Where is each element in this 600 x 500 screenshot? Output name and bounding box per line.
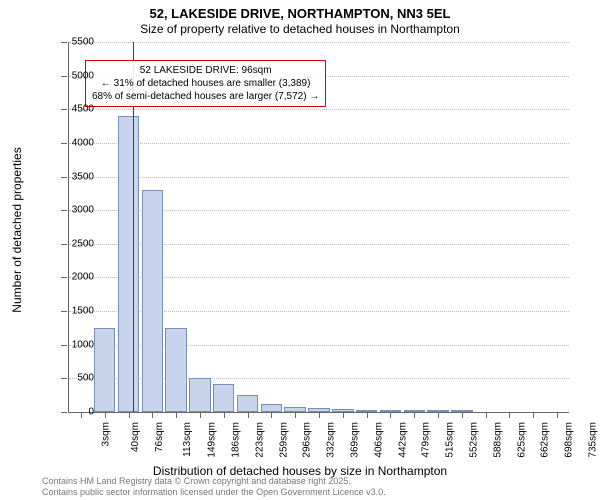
- y-tick-label: 0: [44, 407, 94, 418]
- chart-container: 52, LAKESIDE DRIVE, NORTHAMPTON, NN3 5EL…: [0, 0, 600, 500]
- chart-title-main: 52, LAKESIDE DRIVE, NORTHAMPTON, NN3 5EL: [0, 6, 600, 21]
- x-tick-label: 662sqm: [540, 422, 551, 458]
- x-tick: [509, 412, 510, 418]
- x-tick: [271, 412, 272, 418]
- annotation-line-3: 68% of semi-detached houses are larger (…: [92, 91, 319, 102]
- x-tick: [533, 412, 534, 418]
- x-tick: [319, 412, 320, 418]
- chart-title-sub: Size of property relative to detached ho…: [0, 22, 600, 36]
- x-tick-label: 588sqm: [492, 422, 503, 458]
- x-tick-label: 149sqm: [207, 422, 218, 458]
- y-tick-label: 4500: [44, 104, 94, 115]
- x-tick-label: 369sqm: [350, 422, 361, 458]
- x-tick: [462, 412, 463, 418]
- x-tick: [438, 412, 439, 418]
- x-tick-label: 442sqm: [397, 422, 408, 458]
- x-tick: [248, 412, 249, 418]
- y-tick-label: 1000: [44, 339, 94, 350]
- x-tick-label: 113sqm: [182, 422, 193, 457]
- x-tick: [176, 412, 177, 418]
- grid-line: [69, 42, 569, 43]
- x-tick-label: 625sqm: [516, 422, 527, 458]
- x-tick: [129, 412, 130, 418]
- y-tick-label: 2500: [44, 238, 94, 249]
- grid-line: [69, 177, 569, 178]
- annotation-line-2: ← 31% of detached houses are smaller (3,…: [101, 78, 311, 89]
- x-tick: [105, 412, 106, 418]
- histogram-bar: [189, 378, 210, 412]
- x-tick-label: 406sqm: [373, 422, 384, 458]
- plot-area: 52 LAKESIDE DRIVE: 96sqm ← 31% of detache…: [68, 42, 569, 413]
- footer-line-2: Contains public sector information licen…: [42, 487, 386, 497]
- x-tick-label: 332sqm: [326, 422, 337, 458]
- y-tick-label: 5000: [44, 70, 94, 81]
- grid-line: [69, 109, 569, 110]
- x-tick: [152, 412, 153, 418]
- x-tick-label: 479sqm: [421, 422, 432, 458]
- y-tick-label: 3500: [44, 171, 94, 182]
- x-tick: [295, 412, 296, 418]
- y-axis-label: Number of detached properties: [10, 147, 24, 312]
- grid-line: [69, 143, 569, 144]
- x-tick-label: 259sqm: [278, 422, 289, 458]
- footer-line-1: Contains HM Land Registry data © Crown c…: [42, 476, 351, 486]
- y-tick-label: 3000: [44, 205, 94, 216]
- x-tick-label: 76sqm: [154, 422, 165, 452]
- x-tick: [486, 412, 487, 418]
- y-tick-label: 500: [44, 373, 94, 384]
- x-tick-label: 698sqm: [564, 422, 575, 458]
- x-tick: [224, 412, 225, 418]
- histogram-bar: [165, 328, 186, 412]
- y-tick-label: 5500: [44, 37, 94, 48]
- x-tick-label: 186sqm: [231, 422, 242, 458]
- y-tick-label: 1500: [44, 306, 94, 317]
- x-tick-label: 3sqm: [100, 422, 111, 446]
- x-tick: [200, 412, 201, 418]
- x-tick: [557, 412, 558, 418]
- x-tick: [390, 412, 391, 418]
- x-tick: [343, 412, 344, 418]
- x-tick-label: 296sqm: [302, 422, 313, 458]
- annotation-line-1: 52 LAKESIDE DRIVE: 96sqm: [140, 65, 272, 76]
- x-tick-label: 40sqm: [130, 422, 141, 452]
- histogram-bar: [213, 384, 234, 412]
- y-tick-label: 2000: [44, 272, 94, 283]
- histogram-bar: [94, 328, 115, 412]
- x-tick: [414, 412, 415, 418]
- histogram-bar: [118, 116, 139, 412]
- x-tick-label: 552sqm: [469, 422, 480, 458]
- histogram-bar: [237, 395, 258, 412]
- footer-text: Contains HM Land Registry data © Crown c…: [42, 476, 386, 498]
- y-tick-label: 4000: [44, 137, 94, 148]
- x-tick-label: 735sqm: [588, 422, 599, 458]
- x-tick-label: 515sqm: [445, 422, 456, 458]
- annotation-box: 52 LAKESIDE DRIVE: 96sqm ← 31% of detache…: [85, 60, 326, 107]
- x-tick: [367, 412, 368, 418]
- histogram-bar: [142, 190, 163, 412]
- histogram-bar: [261, 404, 282, 412]
- x-tick-label: 223sqm: [254, 422, 265, 458]
